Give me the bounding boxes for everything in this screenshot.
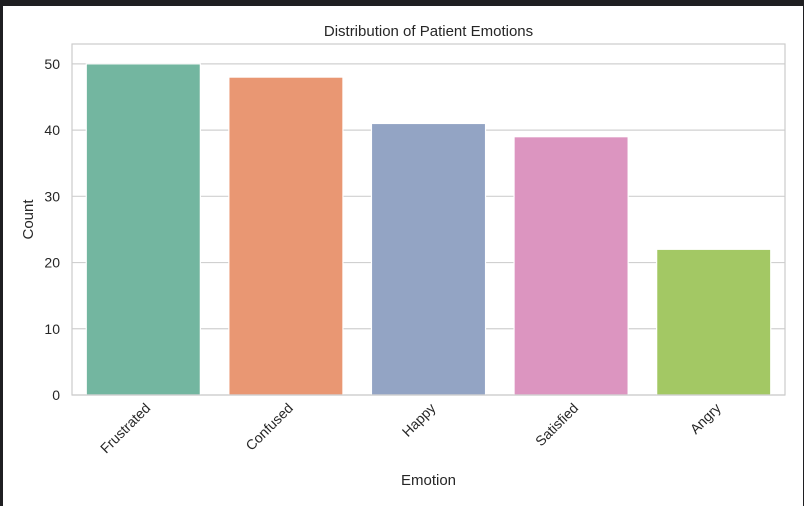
x-tick-label: Confused: [242, 400, 296, 454]
y-tick-labels: 0 10 20 30 40 50: [44, 56, 60, 403]
y-tick-label: 10: [44, 321, 60, 337]
y-tick-label: 40: [44, 122, 60, 138]
y-tick-label: 30: [44, 188, 60, 204]
bar-angry: [656, 248, 772, 396]
x-tick-label: Angry: [687, 400, 724, 437]
bars: [85, 63, 772, 396]
y-tick-label: 20: [44, 255, 60, 271]
x-axis-label: Emotion: [401, 472, 456, 489]
bar-happy: [370, 122, 487, 396]
x-tick-label: Happy: [399, 400, 439, 440]
chart-title: Distribution of Patient Emotions: [324, 23, 533, 40]
bar-satisfied: [513, 136, 629, 396]
bar-confused: [228, 76, 344, 396]
bar-frustrated: [85, 63, 201, 396]
x-tick-labels: Frustrated Confused Happy Satisfied Angry: [97, 400, 724, 456]
y-axis-label: Count: [20, 199, 37, 240]
y-tick-label: 0: [52, 387, 60, 403]
x-tick-label: Frustrated: [97, 400, 153, 456]
plot-border: [71, 43, 786, 396]
x-tick-label: Satisfied: [532, 400, 581, 449]
y-tick-label: 50: [44, 56, 60, 72]
